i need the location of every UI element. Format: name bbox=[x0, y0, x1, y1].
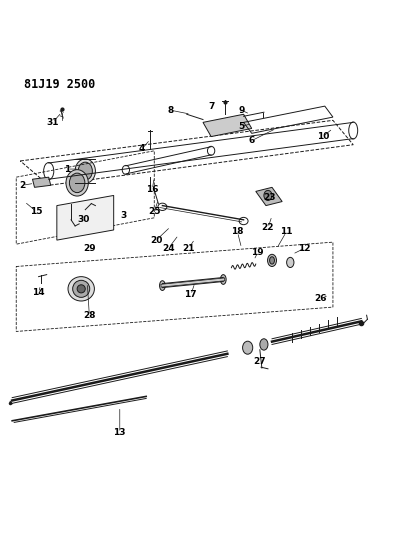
Text: 10: 10 bbox=[316, 132, 328, 141]
Text: 27: 27 bbox=[253, 358, 266, 366]
Text: 8: 8 bbox=[167, 106, 173, 115]
Ellipse shape bbox=[66, 169, 88, 196]
Text: 20: 20 bbox=[150, 236, 162, 245]
Text: 31: 31 bbox=[47, 118, 59, 127]
Ellipse shape bbox=[269, 257, 274, 264]
Text: 7: 7 bbox=[207, 102, 214, 111]
Ellipse shape bbox=[77, 285, 85, 293]
Text: 6: 6 bbox=[248, 136, 254, 145]
Polygon shape bbox=[255, 187, 281, 206]
Text: 18: 18 bbox=[231, 228, 243, 237]
Ellipse shape bbox=[267, 254, 276, 266]
Polygon shape bbox=[32, 177, 51, 187]
Text: 2: 2 bbox=[19, 181, 26, 190]
Text: 21: 21 bbox=[182, 244, 194, 253]
Ellipse shape bbox=[220, 274, 226, 285]
Text: 23: 23 bbox=[263, 193, 275, 202]
Ellipse shape bbox=[259, 339, 267, 350]
Text: 26: 26 bbox=[314, 294, 326, 303]
Text: 17: 17 bbox=[184, 290, 197, 300]
Ellipse shape bbox=[75, 159, 95, 183]
Text: 29: 29 bbox=[83, 244, 96, 253]
Ellipse shape bbox=[286, 257, 293, 268]
Text: 22: 22 bbox=[261, 223, 273, 232]
Ellipse shape bbox=[159, 281, 165, 290]
Ellipse shape bbox=[263, 190, 271, 200]
Ellipse shape bbox=[68, 277, 94, 301]
Ellipse shape bbox=[78, 162, 92, 180]
Ellipse shape bbox=[69, 173, 85, 192]
Polygon shape bbox=[57, 196, 113, 240]
Text: 1: 1 bbox=[64, 165, 70, 174]
Text: 25: 25 bbox=[148, 207, 160, 216]
Ellipse shape bbox=[242, 341, 252, 354]
Text: 19: 19 bbox=[251, 248, 264, 257]
Polygon shape bbox=[202, 114, 251, 136]
Text: 15: 15 bbox=[30, 207, 43, 216]
Text: 12: 12 bbox=[298, 244, 310, 253]
Text: 5: 5 bbox=[238, 122, 244, 131]
Text: 28: 28 bbox=[83, 311, 95, 320]
Text: 16: 16 bbox=[146, 185, 158, 194]
Text: 24: 24 bbox=[162, 244, 175, 253]
Text: 3: 3 bbox=[120, 211, 127, 220]
Ellipse shape bbox=[72, 280, 90, 297]
Text: 4: 4 bbox=[139, 144, 145, 154]
Text: 14: 14 bbox=[32, 288, 45, 297]
Text: 81J19 2500: 81J19 2500 bbox=[24, 78, 95, 91]
Text: 30: 30 bbox=[77, 215, 89, 224]
Text: 13: 13 bbox=[113, 429, 126, 438]
Text: 9: 9 bbox=[238, 106, 244, 115]
Text: 11: 11 bbox=[279, 228, 292, 237]
